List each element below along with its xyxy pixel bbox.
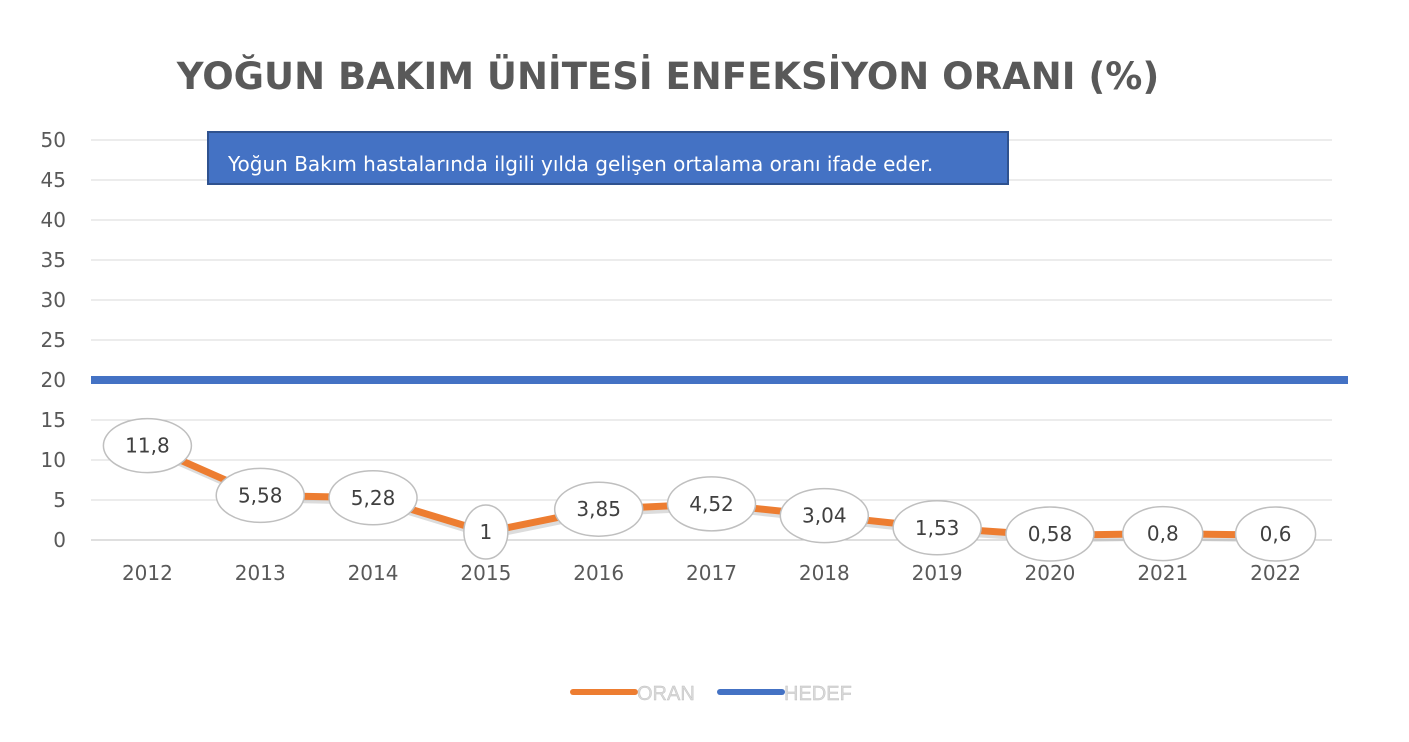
- y-tick-label: 20: [41, 368, 66, 392]
- data-label-bubble: [215, 467, 305, 524]
- x-tick-label: 2016: [573, 561, 624, 585]
- data-label: 11,8: [125, 434, 170, 458]
- data-labels: 11,8 5,58 5,28 1 3,85 4,52 3,04 1,53 0,58 0,8 0,6: [102, 417, 1317, 562]
- data-label: 0,6: [1260, 522, 1292, 546]
- annotation-text: Yoğun Bakım hastalarında ilgili yılda ge…: [227, 152, 933, 176]
- data-label-bubble: [892, 500, 982, 556]
- data-label: 1: [479, 520, 492, 544]
- x-axis-ticks: 2012 2013 2014 2015 2016 2017 2018 2019 2020 2021…: [122, 561, 1301, 585]
- legend-label-oran: ORAN: [637, 683, 695, 705]
- y-tick-label: 0: [53, 528, 66, 552]
- y-tick-label: 30: [41, 288, 66, 312]
- data-label-bubble: [463, 504, 509, 560]
- data-label-bubble: [328, 470, 418, 526]
- data-label-bubble: [102, 417, 193, 474]
- annotation-box: Yoğun Bakım hastalarında ilgili yılda ge…: [207, 131, 1009, 185]
- x-tick-label: 2012: [122, 561, 173, 585]
- y-tick-label: 10: [41, 448, 66, 472]
- x-tick-label: 2021: [1137, 561, 1188, 585]
- y-axis-ticks: 0 5 10 15 20 25 30 35 40 45 50: [41, 128, 66, 552]
- y-tick-label: 45: [41, 168, 66, 192]
- data-label: 0,8: [1147, 522, 1179, 546]
- x-tick-label: 2014: [348, 561, 399, 585]
- data-label: 3,85: [576, 497, 621, 521]
- x-tick-label: 2013: [235, 561, 286, 585]
- x-tick-label: 2020: [1025, 561, 1076, 585]
- data-label-bubble: [1234, 506, 1317, 562]
- y-tick-label: 50: [41, 128, 66, 152]
- legend-label-hedef: HEDEF: [784, 683, 852, 705]
- data-label-bubble: [666, 476, 757, 532]
- x-tick-label: 2015: [460, 561, 511, 585]
- x-tick-label: 2018: [799, 561, 850, 585]
- y-tick-label: 40: [41, 208, 66, 232]
- data-label-bubble: [1122, 505, 1204, 562]
- data-label: 0,58: [1028, 522, 1073, 546]
- y-tick-label: 35: [41, 248, 66, 272]
- data-label: 1,53: [915, 516, 960, 540]
- x-tick-label: 2019: [912, 561, 963, 585]
- data-label-bubble: [779, 487, 870, 544]
- data-label-bubble: [553, 481, 644, 537]
- data-label-bubble: [1005, 506, 1095, 562]
- data-label: 5,58: [238, 483, 283, 507]
- y-tick-label: 5: [53, 488, 66, 512]
- x-tick-label: 2017: [686, 561, 737, 585]
- y-tick-label: 15: [41, 408, 66, 432]
- data-label: 3,04: [802, 504, 847, 528]
- y-tick-label: 25: [41, 328, 66, 352]
- data-label: 5,28: [351, 486, 396, 510]
- legend: ORAN HEDEF: [570, 683, 852, 705]
- chart-title: YOĞUN BAKIM ÜNİTESİ ENFEKSİYON ORANI (%): [176, 54, 1160, 98]
- x-tick-label: 2022: [1250, 561, 1301, 585]
- data-label: 4,52: [689, 492, 734, 516]
